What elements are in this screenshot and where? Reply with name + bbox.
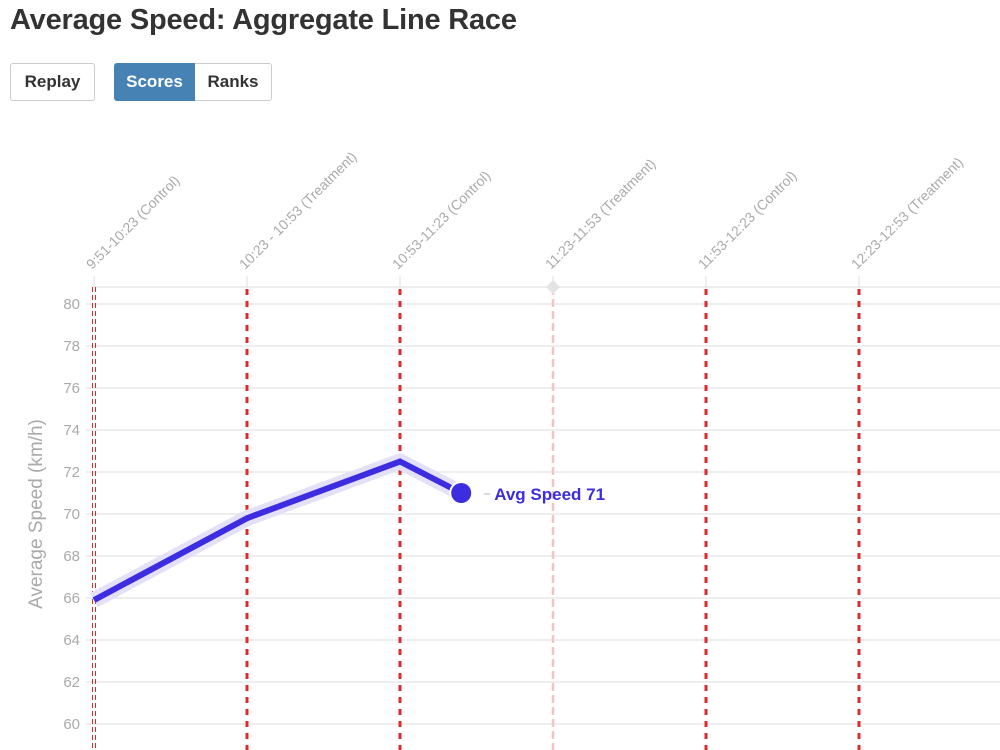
y-tick-label: 72 bbox=[63, 464, 80, 481]
x-category-label: 9:51-10:23 (Control) bbox=[83, 172, 183, 272]
y-tick-label: 70 bbox=[63, 506, 80, 523]
series-end-label: Avg Speed 71 bbox=[494, 485, 605, 504]
y-tick-label: 62 bbox=[63, 674, 80, 691]
replay-button[interactable]: Replay bbox=[10, 63, 95, 101]
y-tick-label: 64 bbox=[63, 632, 80, 649]
category-marker-lines bbox=[92, 276, 861, 750]
current-position-diamond-icon bbox=[546, 280, 560, 294]
series-line bbox=[92, 458, 463, 603]
x-category-label: 10:23 - 10:53 (Treatment) bbox=[236, 148, 360, 272]
x-category-label: 10:53-11:23 (Control) bbox=[389, 167, 494, 272]
x-category-label: 11:53-12:23 (Control) bbox=[695, 167, 800, 272]
y-tick-label: 74 bbox=[63, 422, 80, 439]
page-title: Average Speed: Aggregate Line Race bbox=[10, 4, 517, 36]
y-tick-label: 60 bbox=[63, 716, 80, 733]
scores-toggle-button[interactable]: Scores bbox=[114, 63, 195, 101]
series-avg-speed: Avg Speed 71 bbox=[90, 452, 605, 608]
y-axis-ticks: 60 62 64 66 68 70 72 74 76 78 80 bbox=[63, 296, 80, 733]
y-tick-label: 66 bbox=[63, 590, 80, 607]
y-tick-label: 76 bbox=[63, 380, 80, 397]
y-tick-label: 68 bbox=[63, 548, 80, 565]
gridlines bbox=[86, 286, 1000, 725]
y-tick-label: 80 bbox=[63, 296, 80, 313]
x-axis-category-labels: 9:51-10:23 (Control) 10:23 - 10:53 (Treat… bbox=[83, 148, 966, 272]
series-end-point[interactable] bbox=[451, 483, 472, 503]
y-axis-title: Average Speed (km/h) bbox=[26, 419, 47, 609]
ranks-toggle-button[interactable]: Ranks bbox=[195, 63, 272, 101]
x-category-label: 12:23-12:53 (Treatment) bbox=[848, 154, 966, 272]
line-halo bbox=[90, 452, 465, 608]
y-tick-label: 78 bbox=[63, 338, 80, 355]
x-category-label: 11:23-11:53 (Treatment) bbox=[542, 155, 659, 272]
